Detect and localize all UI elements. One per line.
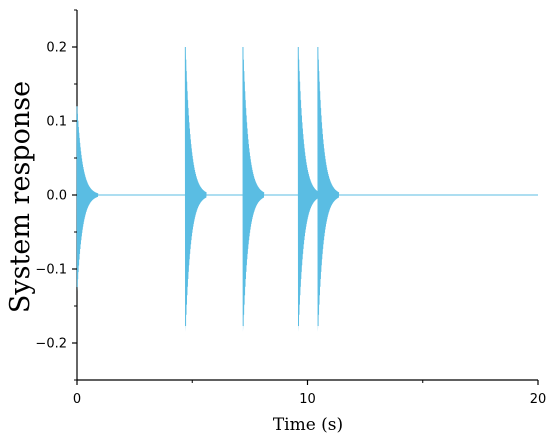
burst-envelope: [77, 106, 98, 292]
ticks: −0.2 −0.1 0.0 0.1 0.2 0 10 20: [35, 9, 547, 407]
y-tick-label: −0.1: [35, 263, 67, 278]
x-tick-label: 10: [299, 392, 316, 407]
burst-3: [297, 46, 320, 332]
y-tick-label: 0.0: [46, 189, 67, 204]
burst-2: [242, 46, 265, 332]
burst-envelope: [298, 47, 320, 332]
y-axis-label: System response: [5, 81, 36, 313]
y-tick-label: 0.2: [46, 41, 67, 56]
burst-1: [184, 46, 207, 332]
burst-envelope: [242, 47, 264, 332]
x-tick-label: 20: [530, 392, 547, 407]
y-tick-label: 0.1: [46, 115, 67, 130]
x-axis-label: Time (s): [273, 415, 343, 435]
y-tick-label: −0.2: [35, 337, 67, 352]
x-tick-label: 0: [73, 392, 81, 407]
burst-envelope: [185, 47, 207, 332]
burst-0: [76, 106, 99, 292]
burst-envelope: [317, 47, 339, 332]
plot-area: [76, 46, 538, 332]
series-0: [76, 46, 538, 332]
burst-4: [317, 46, 340, 332]
